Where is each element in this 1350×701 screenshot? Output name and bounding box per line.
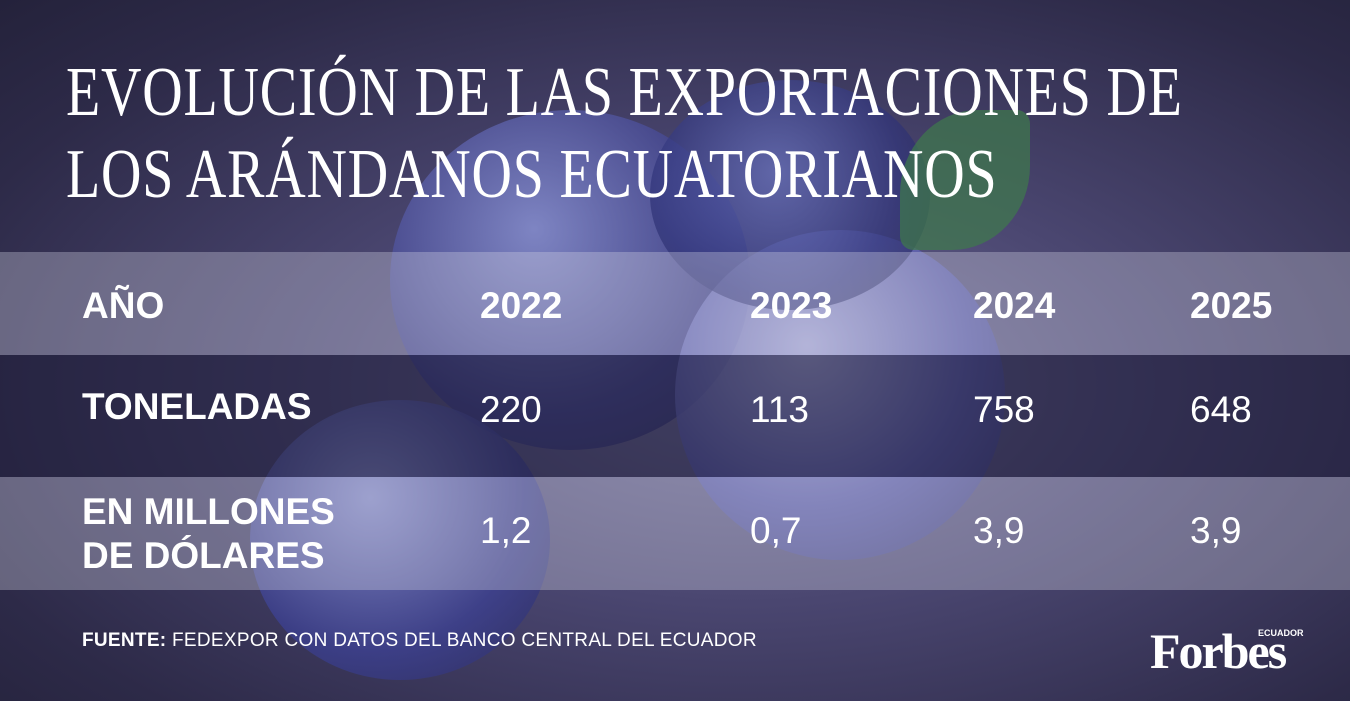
table-cell: 758 <box>973 389 1035 430</box>
row-band <box>0 355 1350 477</box>
source-text: FEDEXPOR CON DATOS DEL BANCO CENTRAL DEL… <box>172 630 757 651</box>
column-header: 2023 <box>750 285 833 326</box>
logo-edition: ECUADOR <box>1258 628 1304 638</box>
row-label: EN MILLONES DE DÓLARES <box>82 491 335 576</box>
column-header: 2025 <box>1190 285 1273 326</box>
row-label: TONELADAS <box>82 386 312 427</box>
title-line: LOS ARÁNDANOS ECUATORIANOS <box>66 136 998 213</box>
table-cell: 220 <box>480 389 542 430</box>
table-cell: 1,2 <box>480 510 532 551</box>
column-header: 2024 <box>973 285 1056 326</box>
table-cell: 648 <box>1190 389 1252 430</box>
source: FUENTE: FEDEXPOR CON DATOS DEL BANCO CEN… <box>82 630 757 652</box>
column-header: 2022 <box>480 285 563 326</box>
row-band <box>0 477 1350 590</box>
header-band <box>0 252 1350 355</box>
table-cell: 113 <box>750 389 809 430</box>
table-cell: 3,9 <box>973 510 1025 551</box>
title-line: EVOLUCIÓN DE LAS EXPORTACIONES DE <box>66 54 1183 131</box>
table-cell: 0,7 <box>750 510 802 551</box>
table-cell: 3,9 <box>1190 510 1242 551</box>
source-label: FUENTE: <box>82 630 167 651</box>
header-label: AÑO <box>82 285 165 326</box>
blueberry <box>650 80 930 310</box>
logo: Forbes <box>1150 623 1287 679</box>
